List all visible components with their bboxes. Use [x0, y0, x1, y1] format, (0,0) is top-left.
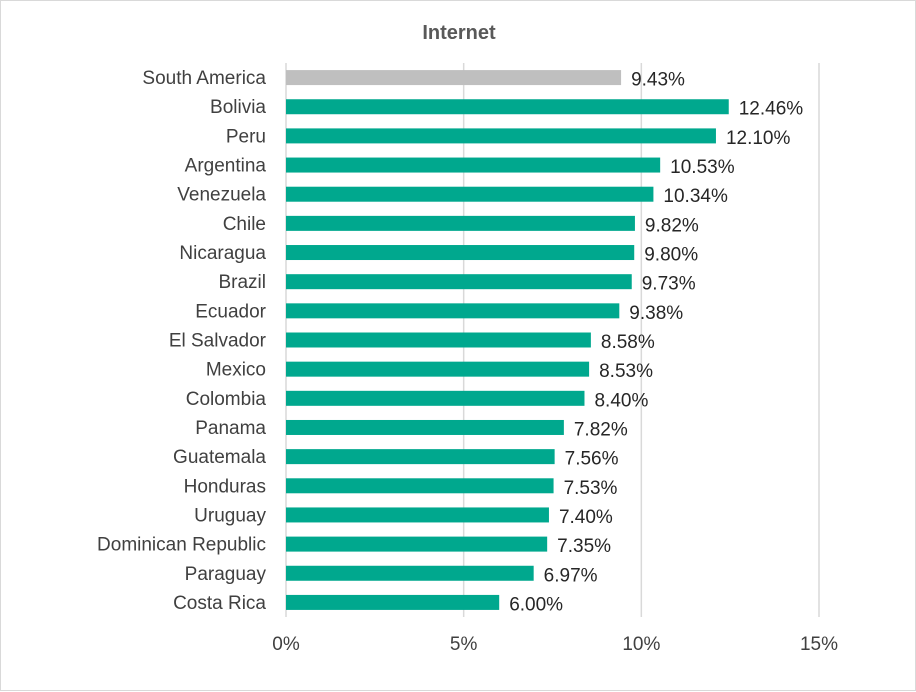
value-label: 7.35%: [557, 536, 611, 557]
category-label: Brazil: [218, 272, 266, 293]
bar: [286, 478, 554, 494]
category-label: Dominican Republic: [97, 535, 266, 556]
bar: [286, 594, 500, 610]
value-label: 8.53%: [599, 361, 653, 382]
bar: [286, 332, 591, 348]
category-label: Honduras: [184, 476, 266, 497]
bar: [286, 186, 654, 202]
category-label: Guatemala: [173, 447, 266, 468]
chart-title: Internet: [422, 22, 496, 44]
value-label: 9.80%: [644, 245, 698, 266]
bar: [286, 449, 555, 465]
value-label: 7.40%: [559, 507, 613, 528]
bar: [286, 128, 716, 144]
value-label: 6.00%: [509, 594, 563, 615]
category-label: Mexico: [206, 360, 266, 381]
category-label: Uruguay: [194, 505, 266, 526]
bar: [286, 245, 635, 261]
category-labels: South America Bolivia Peru Argentina Venezue…: [97, 68, 267, 614]
x-tick-label: 5%: [450, 634, 478, 655]
value-labels: 9.43% 12.46% 12.10% 10.53% 10.34% 9.82% 9.80% 9…: [509, 70, 803, 616]
category-label: Chile: [223, 214, 266, 235]
value-label: 9.82%: [645, 215, 699, 236]
category-label: Costa Rica: [173, 593, 266, 614]
category-label: Panama: [195, 418, 266, 439]
category-label: Argentina: [185, 156, 267, 177]
bar: [286, 565, 534, 581]
bar: [286, 99, 729, 115]
x-axis-tick-labels: 0% 5% 10% 15%: [272, 634, 838, 655]
value-label: 8.40%: [594, 390, 648, 411]
bar: [286, 274, 632, 290]
bar: [286, 70, 622, 86]
x-tick-label: 0%: [272, 634, 300, 655]
bar: [286, 361, 590, 377]
bar: [286, 390, 585, 406]
category-label: South America: [142, 68, 266, 89]
category-label: Bolivia: [210, 97, 266, 118]
value-label: 7.82%: [574, 419, 628, 440]
bars: [286, 70, 729, 610]
bar: [286, 303, 620, 319]
value-label: 10.53%: [670, 157, 735, 178]
value-label: 9.38%: [629, 303, 683, 324]
bar: [286, 419, 564, 435]
value-label: 12.46%: [739, 99, 804, 120]
bar: [286, 157, 661, 173]
value-label: 7.56%: [565, 449, 619, 470]
category-label: Ecuador: [195, 301, 266, 322]
category-label: Nicaragua: [179, 243, 266, 264]
value-label: 12.10%: [726, 128, 791, 149]
value-label: 10.34%: [663, 186, 728, 207]
category-label: El Salvador: [169, 331, 267, 352]
bar: [286, 507, 549, 523]
value-label: 6.97%: [544, 565, 598, 586]
value-label: 7.53%: [564, 478, 618, 499]
category-label: Peru: [226, 126, 266, 147]
category-label: Colombia: [186, 389, 267, 410]
bar: [286, 536, 548, 552]
bar: [286, 215, 635, 231]
category-label: Paraguay: [185, 564, 267, 585]
x-tick-label: 10%: [622, 634, 660, 655]
value-label: 8.58%: [601, 332, 655, 353]
value-label: 9.73%: [642, 274, 696, 295]
x-tick-label: 15%: [800, 634, 838, 655]
value-label: 9.43%: [631, 70, 685, 91]
category-label: Venezuela: [177, 185, 266, 206]
